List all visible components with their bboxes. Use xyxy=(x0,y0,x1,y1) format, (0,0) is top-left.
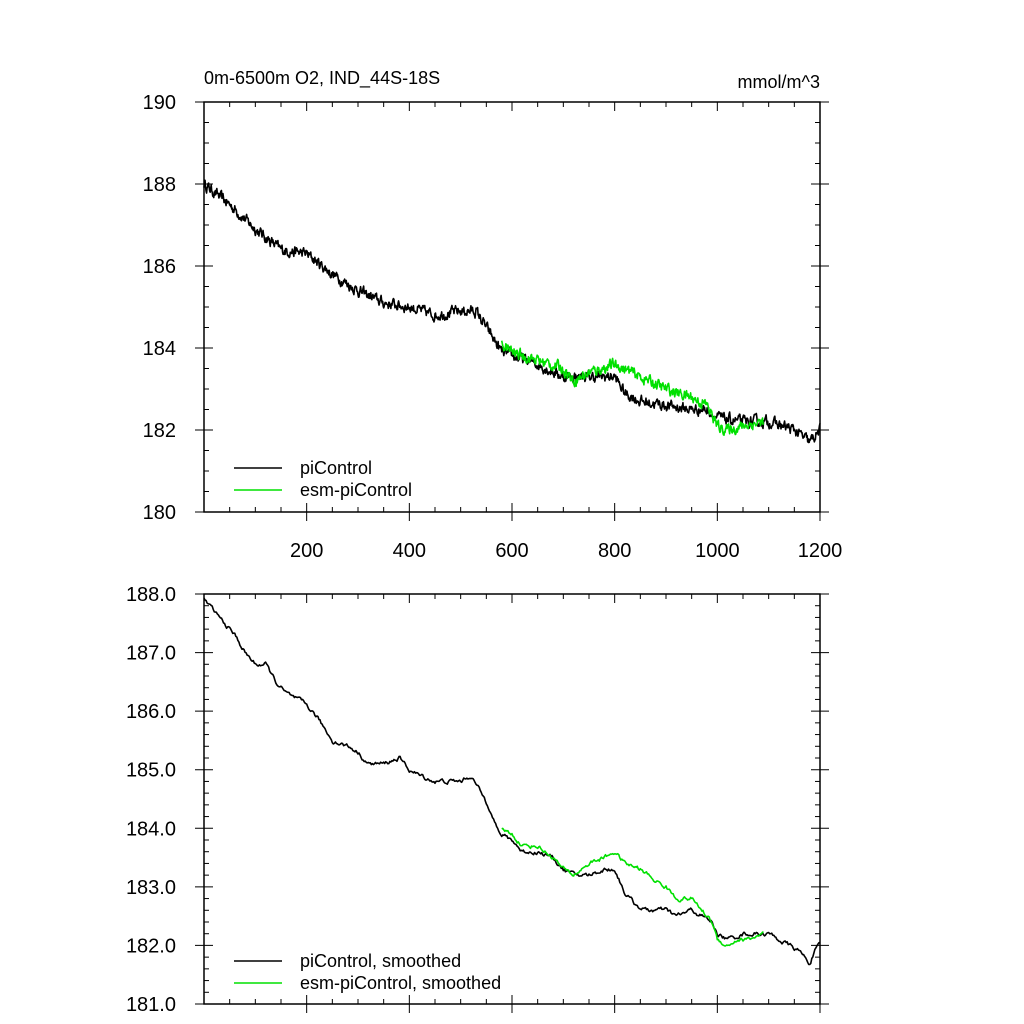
bottom-ytick-label-186: 186.0 xyxy=(126,701,176,723)
bottom-ytick-label-185: 185.0 xyxy=(126,760,176,782)
bottom-ytick-label-188: 188.0 xyxy=(126,584,176,606)
bottom-ytick-label-182: 182.0 xyxy=(126,935,176,957)
top-xtick-label-600: 600 xyxy=(495,540,528,562)
top-chart-panel: 0m-6500m O2, IND_44S-18S mmol/m^3 200 400… xyxy=(143,68,843,562)
top-xtick-label-1000: 1000 xyxy=(695,540,740,562)
top-ytick-label-180: 180 xyxy=(143,502,176,524)
bottom-ytick-label-183: 183.0 xyxy=(126,877,176,899)
top-ytick-label-190: 190 xyxy=(143,92,176,114)
top-ytick-label-182: 182 xyxy=(143,420,176,442)
top-legend-label-esm-picontrol: esm-piControl xyxy=(300,480,412,500)
bottom-ytick-label-187: 187.0 xyxy=(126,643,176,665)
bottom-legend-label-esm-picontrol-smoothed: esm-piControl, smoothed xyxy=(300,973,501,993)
top-ytick-label-188: 188 xyxy=(143,174,176,196)
top-series-esm-picontrol xyxy=(500,340,765,436)
bottom-chart-panel: 181.0 182.0 183.0 184.0 185.0 186.0 187.0 188.0… xyxy=(126,584,829,1016)
top-legend-label-picontrol: piControl xyxy=(300,458,372,478)
top-ytick-label-184: 184 xyxy=(143,338,176,360)
top-chart-frame xyxy=(203,101,821,513)
bottom-ytick-label-184: 184.0 xyxy=(126,818,176,840)
top-ytick-label-186: 186 xyxy=(143,256,176,278)
top-chart-units: mmol/m^3 xyxy=(738,72,820,92)
bottom-chart-frame xyxy=(203,593,821,1005)
bottom-legend-label-picontrol-smoothed: piControl, smoothed xyxy=(300,951,461,971)
top-series-picontrol xyxy=(203,179,821,444)
top-xtick-label-200: 200 xyxy=(290,540,323,562)
top-chart-title: 0m-6500m O2, IND_44S-18S xyxy=(204,68,440,89)
bottom-ytick-label-181: 181.0 xyxy=(126,994,176,1016)
top-xtick-label-400: 400 xyxy=(393,540,426,562)
bottom-chart-legend: piControl, smoothed esm-piControl, smoot… xyxy=(234,951,501,993)
top-chart-legend: piControl esm-piControl xyxy=(234,458,412,500)
top-xtick-label-1200: 1200 xyxy=(798,540,843,562)
bottom-series-esm-picontrol-smoothed xyxy=(501,827,764,947)
bottom-series-picontrol-smoothed xyxy=(203,597,821,966)
top-xtick-label-800: 800 xyxy=(598,540,631,562)
